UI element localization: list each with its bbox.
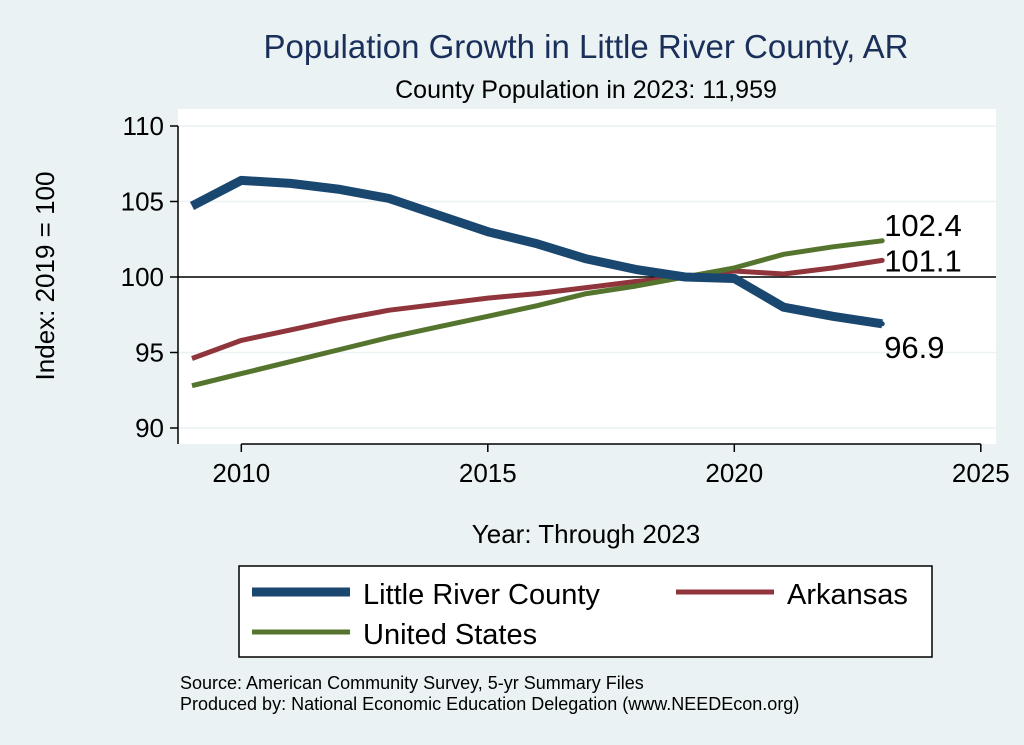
series-line-united-states [191, 238, 883, 389]
chart-subtitle: County Population in 2023: 11,959 [395, 76, 777, 104]
gridlines [178, 125, 996, 429]
x-tick-label-2010: 2010 [212, 458, 270, 488]
series-lines [189, 175, 883, 389]
axes: 90 95 100 105 110 2010 2015 2020 2025 [121, 111, 1010, 488]
produced-note: Produced by: National Economic Education… [180, 694, 799, 714]
end-point-arkansas [879, 257, 885, 263]
y-axis-title: Index: 2019 = 100 [30, 172, 60, 381]
legend-label-little-river: Little River County [363, 579, 600, 611]
legend-box [238, 565, 933, 658]
series-line-little-river [189, 175, 883, 329]
source-note: Source: American Community Survey, 5-yr … [180, 673, 644, 693]
y-tick-label-90: 90 [135, 413, 164, 443]
y-tick-label-105: 105 [121, 187, 164, 217]
legend-label-united-states: United States [363, 619, 537, 651]
legend: Little River County Arkansas United Stat… [238, 565, 933, 658]
x-tick-label-2020: 2020 [705, 458, 763, 488]
end-point-little-river [879, 321, 885, 327]
x-tick-label-2025: 2025 [952, 458, 1010, 488]
y-tick-label-110: 110 [123, 111, 164, 141]
end-label-arkansas: 101.1 [884, 243, 962, 278]
end-label-united-states: 102.4 [884, 208, 962, 243]
end-point-united-states [879, 238, 885, 244]
legend-label-arkansas: Arkansas [787, 579, 908, 611]
y-tick-label-95: 95 [135, 338, 164, 368]
x-axis-title: Year: Through 2023 [472, 519, 700, 549]
series-line-arkansas [191, 257, 883, 361]
y-tick-label-100: 100 [121, 262, 164, 292]
chart-title: Population Growth in Little River County… [263, 28, 908, 65]
end-label-little-river: 96.9 [884, 330, 944, 365]
x-tick-label-2015: 2015 [459, 458, 517, 488]
